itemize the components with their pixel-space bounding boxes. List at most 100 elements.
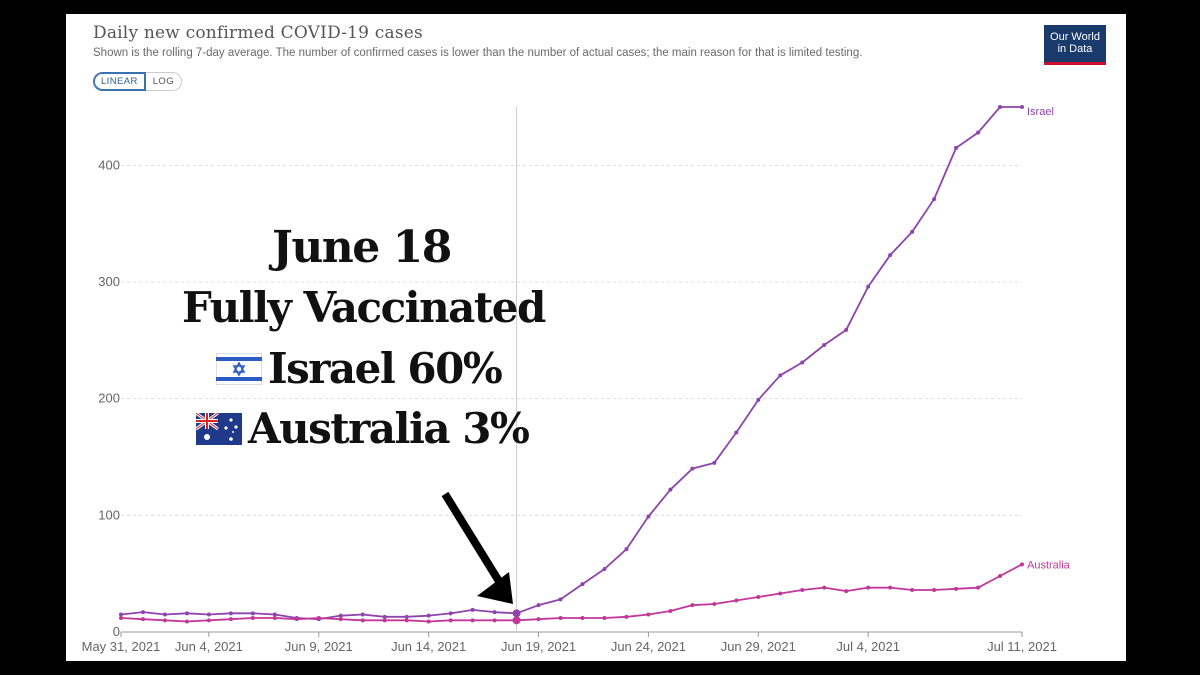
- data-point: [119, 616, 123, 620]
- logo-line-2: in Data: [1057, 43, 1093, 55]
- x-tick-label: Jun 19, 2021: [501, 639, 576, 654]
- data-point: [822, 585, 827, 590]
- data-point: [536, 617, 541, 622]
- x-tick-label: Jul 4, 2021: [836, 639, 900, 654]
- data-point: [602, 567, 607, 571]
- data-point: [536, 603, 541, 608]
- data-point: [184, 619, 189, 624]
- data-point: [470, 607, 475, 612]
- owid-logo[interactable]: Our World in Data: [1044, 25, 1106, 65]
- data-point: [602, 616, 607, 620]
- series-label: Australia: [1027, 559, 1071, 571]
- data-point: [228, 617, 233, 622]
- data-point: [822, 343, 827, 347]
- data-point: [206, 612, 211, 617]
- data-point: [382, 614, 387, 619]
- data-point: [492, 610, 497, 615]
- series-label: Israel: [1027, 106, 1054, 118]
- data-point: [668, 609, 673, 613]
- linear-scale-button[interactable]: LINEAR: [93, 72, 146, 91]
- data-point: [272, 616, 277, 620]
- data-point: [558, 616, 563, 620]
- log-scale-button[interactable]: LOG: [145, 72, 182, 91]
- data-point: [668, 487, 673, 492]
- data-point: [404, 614, 409, 619]
- data-point: [712, 602, 717, 606]
- data-point: [734, 598, 739, 603]
- series-line-israel: [120, 106, 1022, 621]
- data-point: [426, 613, 431, 618]
- data-point: [316, 616, 321, 620]
- data-point: [228, 611, 233, 616]
- data-point: [866, 284, 871, 289]
- data-point: [512, 609, 521, 618]
- y-tick-label: 200: [98, 391, 120, 406]
- data-point: [184, 611, 189, 616]
- data-point: [690, 466, 695, 471]
- annotation-arrow-head: [477, 572, 513, 604]
- data-point: [844, 589, 849, 594]
- data-point: [888, 253, 893, 258]
- data-point: [338, 617, 343, 622]
- data-point: [448, 618, 453, 623]
- x-tick-label: Jun 29, 2021: [721, 639, 796, 654]
- y-tick-label: 400: [98, 157, 120, 172]
- data-point: [580, 616, 585, 620]
- data-point: [976, 130, 981, 135]
- data-point: [250, 611, 255, 616]
- data-point: [734, 430, 739, 435]
- data-point: [800, 588, 805, 592]
- y-tick-label: 0: [113, 624, 120, 639]
- y-tick-label: 100: [98, 507, 120, 522]
- chart-subtitle: Shown is the rolling 7-day average. The …: [93, 47, 863, 59]
- data-point: [910, 229, 915, 234]
- x-tick-label: Jul 11, 2021: [987, 639, 1057, 654]
- data-point: [624, 547, 629, 552]
- chart-panel: Daily new confirmed COVID-19 cases Shown…: [66, 14, 1126, 661]
- data-point: [646, 612, 651, 617]
- data-point: [844, 327, 849, 332]
- series-line-australia: [120, 563, 1023, 623]
- data-point: [800, 360, 805, 365]
- data-point: [998, 574, 1003, 578]
- logo-line-1: Our World: [1050, 31, 1100, 43]
- data-point: [624, 614, 629, 619]
- data-point: [756, 397, 761, 402]
- data-point: [954, 586, 959, 591]
- data-point: [250, 616, 255, 620]
- data-point: [470, 618, 475, 623]
- x-tick-label: Jun 14, 2021: [391, 639, 466, 654]
- data-point: [954, 145, 959, 150]
- data-point: [778, 373, 783, 378]
- chart-title: Daily new confirmed COVID-19 cases: [93, 23, 423, 43]
- data-point: [888, 585, 893, 590]
- data-point: [448, 611, 453, 616]
- data-point: [756, 595, 761, 599]
- data-point: [338, 613, 343, 618]
- data-point: [580, 582, 585, 587]
- data-point: [778, 591, 783, 596]
- data-point: [360, 612, 365, 617]
- data-point: [140, 617, 145, 622]
- data-point: [294, 617, 299, 622]
- data-point: [162, 612, 167, 617]
- data-point: [512, 616, 521, 625]
- data-point: [360, 618, 365, 623]
- data-point: [119, 612, 123, 617]
- x-tick-label: Jun 4, 2021: [175, 639, 243, 654]
- data-point: [272, 612, 277, 617]
- data-point: [140, 610, 145, 615]
- data-point: [976, 585, 981, 590]
- data-point: [910, 588, 915, 592]
- data-point: [162, 618, 167, 623]
- data-point: [492, 618, 497, 623]
- data-point: [712, 460, 717, 465]
- data-point: [998, 105, 1003, 109]
- scale-toggle: LINEAR LOG: [93, 72, 182, 91]
- data-point: [558, 597, 563, 602]
- data-point: [932, 197, 937, 202]
- data-point: [206, 618, 211, 623]
- annotation-arrow-shaft: [441, 491, 509, 594]
- data-point: [866, 585, 871, 590]
